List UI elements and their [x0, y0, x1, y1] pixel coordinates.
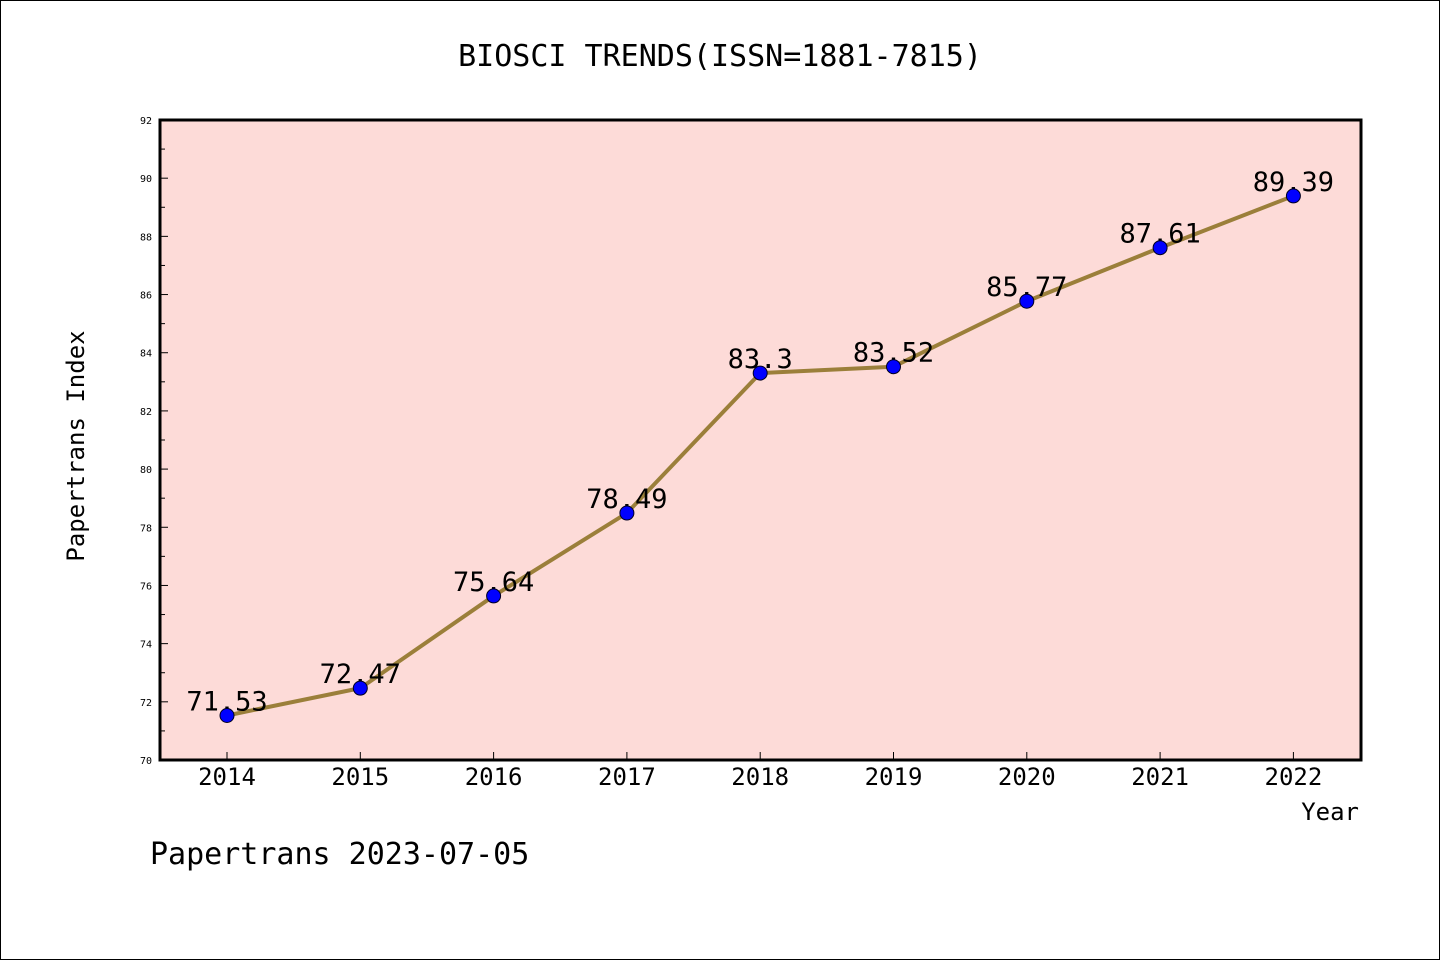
x-tick-label: 2020 — [998, 763, 1056, 791]
data-point — [1152, 240, 1168, 256]
data-point — [886, 359, 901, 375]
y-axis-ticks: 70 72 74 76 78 80 82 84 86 88 90 92 — [140, 116, 168, 767]
y-tick-label: 90 — [140, 174, 152, 185]
x-tick-label: 2021 — [1131, 763, 1189, 791]
y-tick-label: 70 — [140, 756, 152, 767]
y-tick-label: 88 — [140, 232, 152, 243]
x-tick-label: 2016 — [465, 763, 523, 791]
data-point — [352, 680, 368, 696]
x-tick-label: 2018 — [731, 763, 789, 791]
y-tick-label: 86 — [140, 291, 152, 302]
y-tick-label: 72 — [140, 698, 152, 709]
x-tick-label: 2015 — [331, 763, 389, 791]
footer-credit: Papertrans 2023-07-05 — [150, 837, 529, 872]
x-tick-label: 2022 — [1265, 763, 1323, 791]
y-tick-label: 82 — [140, 407, 152, 418]
plot-area — [158, 118, 1363, 762]
y-tick-label: 80 — [140, 465, 152, 476]
chart-title: BIOSCI TRENDS(ISSN=1881-7815) — [458, 39, 982, 74]
data-point — [752, 365, 768, 381]
data-point — [486, 588, 502, 604]
x-tick-label: 2014 — [198, 763, 256, 791]
y-tick-label: 76 — [140, 581, 152, 592]
x-axis-ticks: 2014 2015 2016 2017 2018 2019 2020 2021 2022 — [198, 752, 1322, 791]
y-axis-title: Papertrans Index — [62, 330, 90, 561]
x-tick-label: 2017 — [598, 763, 656, 791]
y-tick-label: 84 — [140, 349, 152, 360]
y-tick-label: 92 — [140, 116, 152, 127]
y-tick-label: 74 — [140, 640, 152, 651]
x-tick-label: 2019 — [865, 763, 923, 791]
data-point — [619, 505, 635, 521]
y-tick-label: 78 — [140, 523, 152, 534]
data-point — [219, 707, 235, 723]
data-point — [1019, 293, 1035, 309]
data-point — [1285, 188, 1301, 204]
x-axis-title: Year — [1301, 798, 1359, 826]
